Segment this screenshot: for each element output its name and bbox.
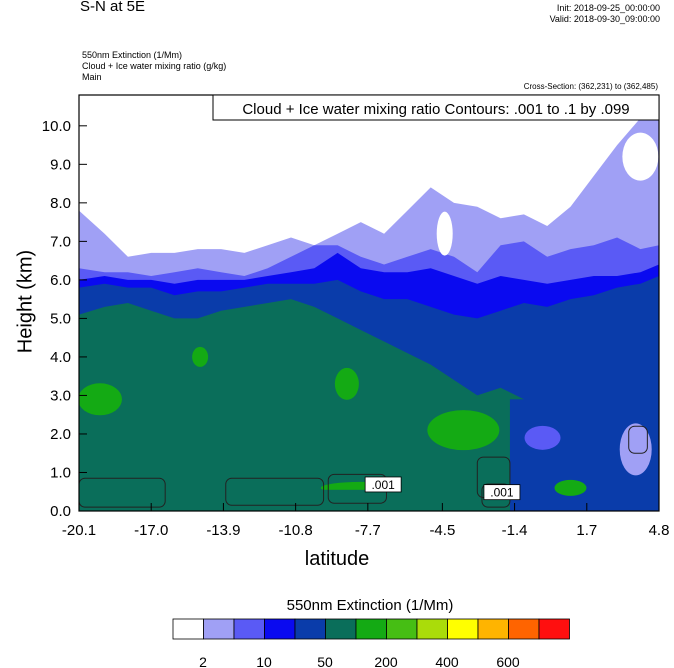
patch-green-1 <box>192 346 209 367</box>
colorbar-swatch-4 <box>294 618 326 640</box>
colorbar-swatch-12 <box>538 618 570 640</box>
x-tick-label-8: 4.8 <box>649 522 670 539</box>
colorbar-title: 550nm Extinction (1/Mm) <box>286 597 454 614</box>
colorbar-swatch-8 <box>416 618 448 640</box>
contour-label-box-0 <box>364 476 402 493</box>
colorbar-label-1: 10 <box>256 654 272 668</box>
contour-label-0: .001 <box>371 478 395 492</box>
init-time: Init: 2018-09-25_00:00:00 <box>556 3 660 13</box>
y-tick-label-10: 10.0 <box>42 118 71 135</box>
colorbar-swatch-3 <box>264 618 296 640</box>
y-tick-label-2: 2.0 <box>50 426 71 443</box>
y-tick-label-6: 6.0 <box>50 272 71 289</box>
patch-white-gap <box>436 211 453 256</box>
field-extinction: 550nm Extinction (1/Mm) <box>82 50 183 60</box>
field-main: Main <box>82 72 102 82</box>
plot-title: S-N at 5E <box>80 0 146 15</box>
colorbar-label-3: 200 <box>374 654 398 668</box>
valid-time: Valid: 2018-09-30_09:00:00 <box>549 14 660 24</box>
x-tick-label-7: 1.7 <box>576 522 597 539</box>
colorbar-swatch-9 <box>447 618 479 640</box>
plot-field <box>79 95 659 511</box>
x-tick-label-1: -17.0 <box>134 522 168 539</box>
patch-white-top <box>622 132 659 181</box>
contour-label-1: .001 <box>490 486 514 500</box>
colorbar-swatch-0 <box>172 618 204 640</box>
colorbar-label-4: 400 <box>435 654 459 668</box>
x-tick-label-0: -20.1 <box>62 522 96 539</box>
y-tick-label-5: 5.0 <box>50 310 71 327</box>
x-tick-label-6: -1.4 <box>502 522 528 539</box>
colorbar-label-2: 50 <box>317 654 333 668</box>
patch-lower-right-b <box>619 423 652 476</box>
y-axis-label: Height (km) <box>14 249 37 354</box>
colorbar-label-0: 2 <box>199 654 207 668</box>
patch-green-0 <box>79 383 122 416</box>
y-tick-label-1: 1.0 <box>50 464 71 481</box>
colorbar-swatch-11 <box>508 618 540 640</box>
y-tick-label-8: 8.0 <box>50 195 71 212</box>
contour-title-box <box>212 94 660 121</box>
x-tick-label-2: -13.9 <box>206 522 240 539</box>
colorbar-swatch-6 <box>355 618 387 640</box>
contour-title: Cloud + Ice water mixing ratio Contours:… <box>242 101 629 118</box>
cross-section-label: Cross-Section: (362,231) to (362,485) <box>523 82 658 91</box>
colorbar-swatch-10 <box>477 618 509 640</box>
y-tick-label-3: 3.0 <box>50 387 71 404</box>
y-tick-label-7: 7.0 <box>50 233 71 250</box>
colorbar-swatch-2 <box>233 618 265 640</box>
contour-5 <box>628 425 648 454</box>
patch-green-3 <box>427 410 500 451</box>
colorbar-label-5: 600 <box>496 654 520 668</box>
contour-0 <box>79 477 166 508</box>
run-times: Init: 2018-09-25_00:00:00 Valid: 2018-09… <box>550 3 660 25</box>
surface-layer <box>79 489 510 511</box>
x-tick-label-4: -7.7 <box>355 522 381 539</box>
colorbar-swatch-1 <box>203 618 235 640</box>
y-tick-label-0: 0.0 <box>50 503 71 520</box>
x-tick-label-3: -10.8 <box>279 522 313 539</box>
field-mixing-ratio: Cloud + Ice water mixing ratio (g/kg) <box>82 61 227 71</box>
y-tick-label-4: 4.0 <box>50 349 71 366</box>
x-tick-label-5: -4.5 <box>429 522 455 539</box>
contour-1 <box>225 477 325 506</box>
x-axis-label: latitude <box>304 548 370 570</box>
patch-green-2 <box>334 367 359 400</box>
colorbar-swatch-7 <box>386 618 418 640</box>
y-tick-label-9: 9.0 <box>50 156 71 173</box>
colorbar-swatch-5 <box>325 618 357 640</box>
patch-lower-right-a <box>524 425 561 450</box>
field-list: 550nm Extinction (1/Mm) Cloud + Ice wate… <box>82 50 226 83</box>
contour-label-box-1 <box>483 484 521 501</box>
patch-green-5 <box>554 479 587 496</box>
